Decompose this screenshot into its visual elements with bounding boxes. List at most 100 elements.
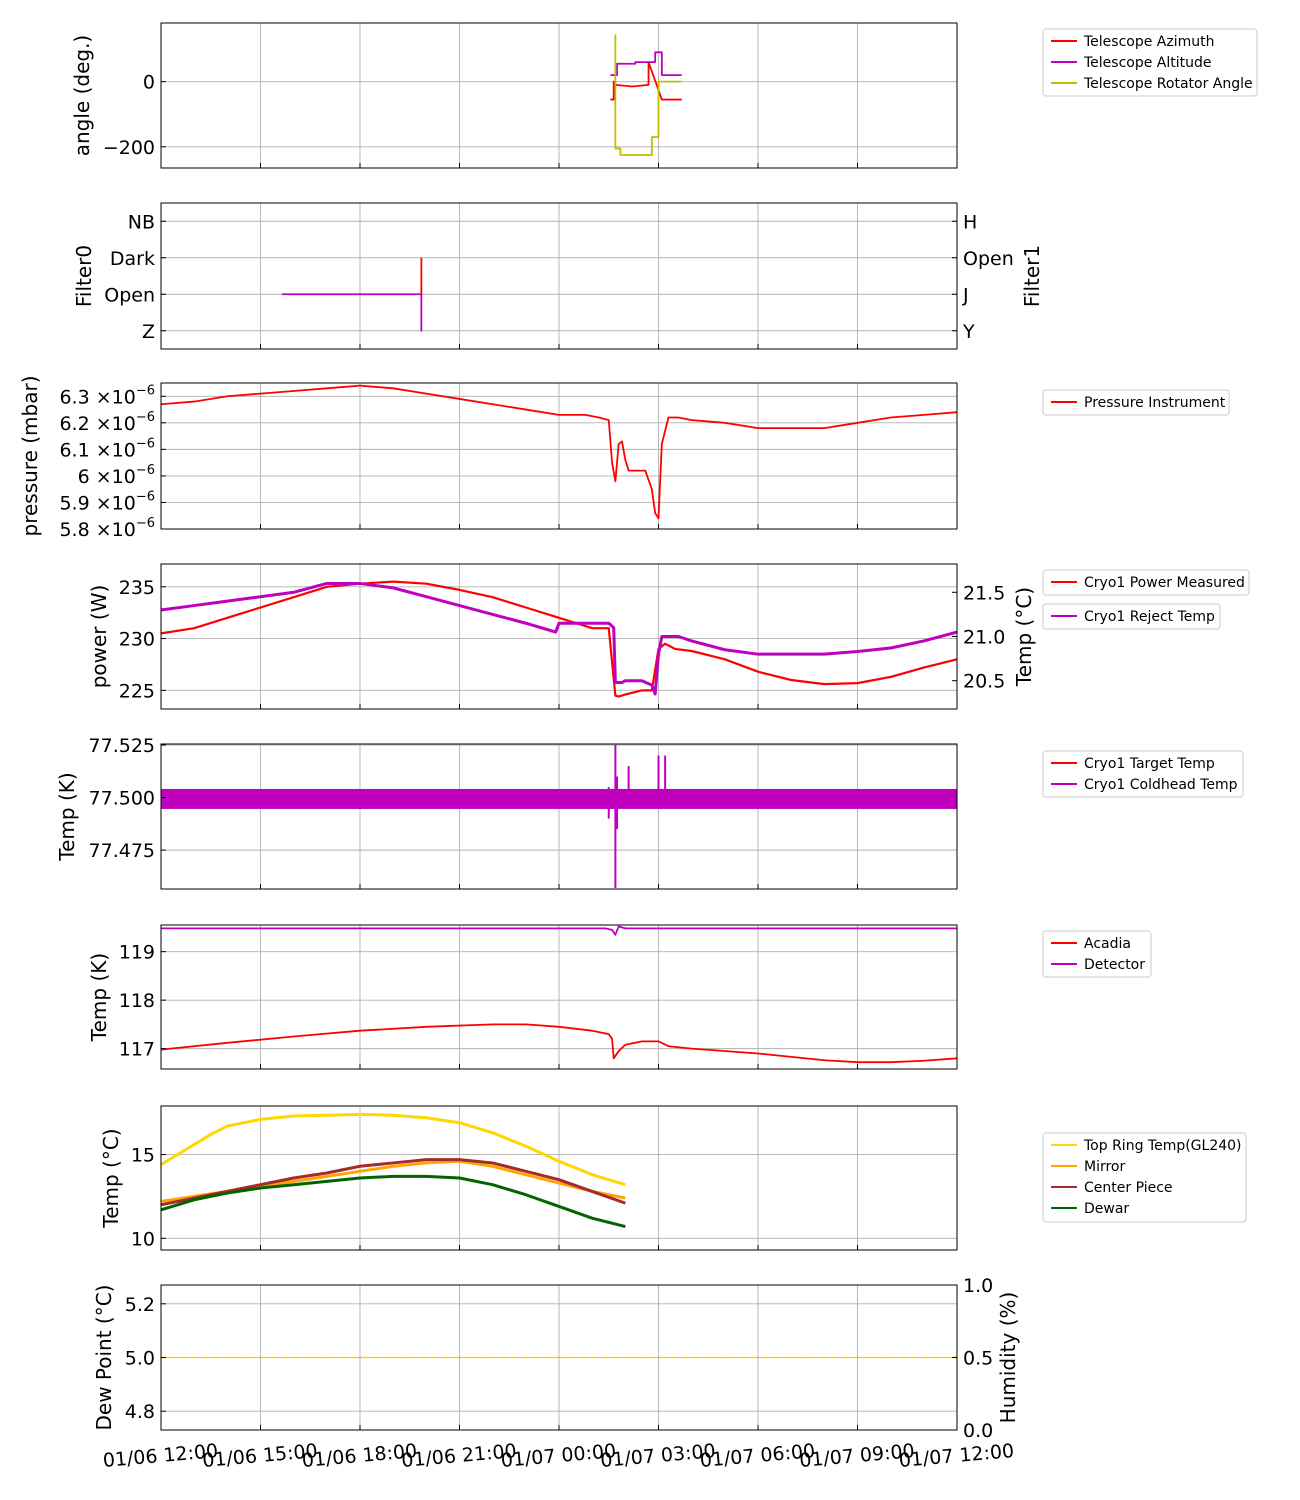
legend-entry-label: Telescope Rotator Angle [1083,76,1253,92]
y-tick-label-right: 0.0 [963,1420,993,1442]
y-tick-label: −200 [103,137,155,159]
y-tick-label: Dark [110,248,155,270]
legend-entry-label: Cryo1 Coldhead Temp [1084,777,1238,793]
series-line [160,1159,626,1203]
legend-entry-label: Telescope Azimuth [1083,34,1214,50]
y-tick-label: 5.0 [125,1348,155,1370]
y-axis-label: angle (deg.) [70,35,94,157]
y-tick-label: 6 ×10−6 [78,463,155,488]
series-line [160,1174,626,1229]
y-tick-label: 5.2 [125,1294,155,1316]
y-axis-label: Temp (°C) [99,1128,123,1228]
legend-entry-label: Detector [1084,957,1145,973]
panel-filters: Z Open Dark NB YJ Open H Filter0 Filter1 [72,202,1044,350]
y-tick-label: 118 [119,990,155,1012]
y-tick-label: Open [104,284,155,306]
legend-entry-label: Mirror [1084,1159,1125,1175]
y-tick-label-right: H [963,211,977,233]
y-tick-label: 6.1 ×10−6 [59,436,155,461]
series-line [610,61,682,101]
y-tick-label: 235 [119,577,155,599]
panel-telescope: 0 −200 angle (deg.) [70,22,958,169]
series-line [160,581,958,696]
legend-entry-label: Center Piece [1084,1180,1173,1196]
legend-frame [1042,750,1244,798]
legend-entry-label: Top Ring Temp(GL240) [1083,1138,1242,1154]
y-axis-label-right: Temp (°C) [1012,587,1036,687]
y-tick-label-right: 1.0 [963,1275,993,1297]
y-tick-label: 6.2 ×10−6 [59,410,155,435]
y-axis-label-right: Humidity (%) [996,1292,1020,1424]
legend-frame [1042,389,1230,416]
legend-frame [1042,569,1250,596]
axes-frame [160,382,958,530]
y-tick-label-right: 21.0 [963,627,1005,649]
y-tick-label: 119 [119,942,155,964]
legend-entry-label: Cryo1 Target Temp [1084,756,1215,772]
y-axis-label: pressure (mbar) [18,375,42,536]
y-tick-label: 6.3 ×10−6 [59,383,155,408]
y-tick-label: 77.475 [89,840,155,862]
y-tick-label-right: 0.5 [963,1348,993,1370]
series-line [160,1158,626,1207]
y-axis-label: power (W) [87,585,111,689]
y-tick-label-right: Open [963,248,1014,270]
y-tick-label: NB [128,211,155,233]
legend-entry-label: Dewar [1084,1201,1129,1217]
series-line [161,925,957,936]
y-tick-label-right: 21.5 [963,582,1005,604]
legend-entry-label: Pressure Instrument [1084,395,1226,411]
y-tick-label: 230 [119,629,155,651]
y-tick-label: 117 [119,1039,155,1061]
legend-frame [1042,28,1258,97]
y-tick-label: 10 [131,1228,155,1250]
axes-frame [160,924,958,1070]
legend-detector: Acadia Detector [1042,930,1152,978]
legend-cryo-reject: Cryo1 Reject Temp [1042,603,1221,630]
y-axis-label: Temp (K) [87,953,111,1042]
axes-frame [160,1105,958,1251]
panel-weather: 4.8 5.0 5.2 0.0 0.5 1.0 Dew Point (°C) Humidity… [92,1275,1020,1442]
y-tick-label: 5.9 ×10−6 [59,489,155,514]
legend-pressure: Pressure Instrument [1042,389,1230,416]
y-tick-label: Z [142,321,155,343]
y-tick-label: 77.525 [89,735,155,757]
y-tick-label: 225 [119,680,155,702]
legend-telescope-temps: Top Ring Temp(GL240) Mirror Center Piece De… [1042,1132,1247,1223]
y-tick-label: 5.8 ×10−6 [59,516,155,541]
axes-frame [160,743,958,890]
axes-frame [160,22,958,169]
y-axis-label: Dew Point (°C) [92,1284,116,1430]
series-line [160,580,958,698]
series-line [160,384,958,520]
y-axis-label-right: Filter1 [1020,245,1044,307]
legend-entry-label: Cryo1 Reject Temp [1084,609,1215,625]
panel-detector: 117 118 119 Temp (K) [87,924,958,1070]
panel-telescope-temps: 10 15 Temp (°C) [99,1105,958,1251]
y-tick-label: 15 [131,1145,155,1167]
legend-cryo-temps: Cryo1 Target Temp Cryo1 Coldhead Temp [1042,750,1244,798]
legend-frame [1042,1132,1247,1223]
axes-frame [160,202,958,350]
legend-entry-label: Acadia [1084,936,1131,952]
coldhead-noise-band [161,788,957,809]
series-line [160,1023,958,1064]
y-axis-label: Filter0 [72,245,96,307]
legend-telescope: Telescope Azimuth Telescope Altitude Teles… [1042,28,1258,97]
panel-cryo-power: 225 230 235 20.5 21.0 21.5 power (W) Temp (°C) [87,563,1036,710]
legend-cryo-power: Cryo1 Power Measured [1042,569,1250,596]
series-line [610,51,682,77]
legend-entry-label: Cryo1 Power Measured [1084,575,1245,591]
x-tick-label: 01/07 12:00 [898,1440,1015,1472]
y-tick-label: 4.8 [125,1401,155,1423]
series-line [614,34,682,156]
y-tick-label-right: Y [962,321,975,343]
y-tick-label-right: J [962,284,969,306]
y-axis-label: Temp (K) [55,772,79,861]
series-line [282,293,423,332]
legend-entry-label: Telescope Altitude [1083,55,1212,71]
y-tick-label: 77.500 [89,788,155,810]
legend-frame [1042,603,1221,630]
